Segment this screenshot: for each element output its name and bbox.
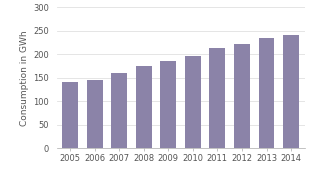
Bar [209, 48, 225, 148]
Bar [87, 80, 103, 148]
Y-axis label: Consumption in GWh: Consumption in GWh [20, 30, 29, 126]
Bar [234, 44, 250, 148]
Bar [185, 56, 201, 148]
Bar [160, 61, 176, 148]
Bar [62, 82, 78, 148]
Bar [258, 38, 274, 148]
Bar [136, 66, 152, 148]
Bar [111, 73, 127, 148]
Bar [283, 35, 299, 148]
